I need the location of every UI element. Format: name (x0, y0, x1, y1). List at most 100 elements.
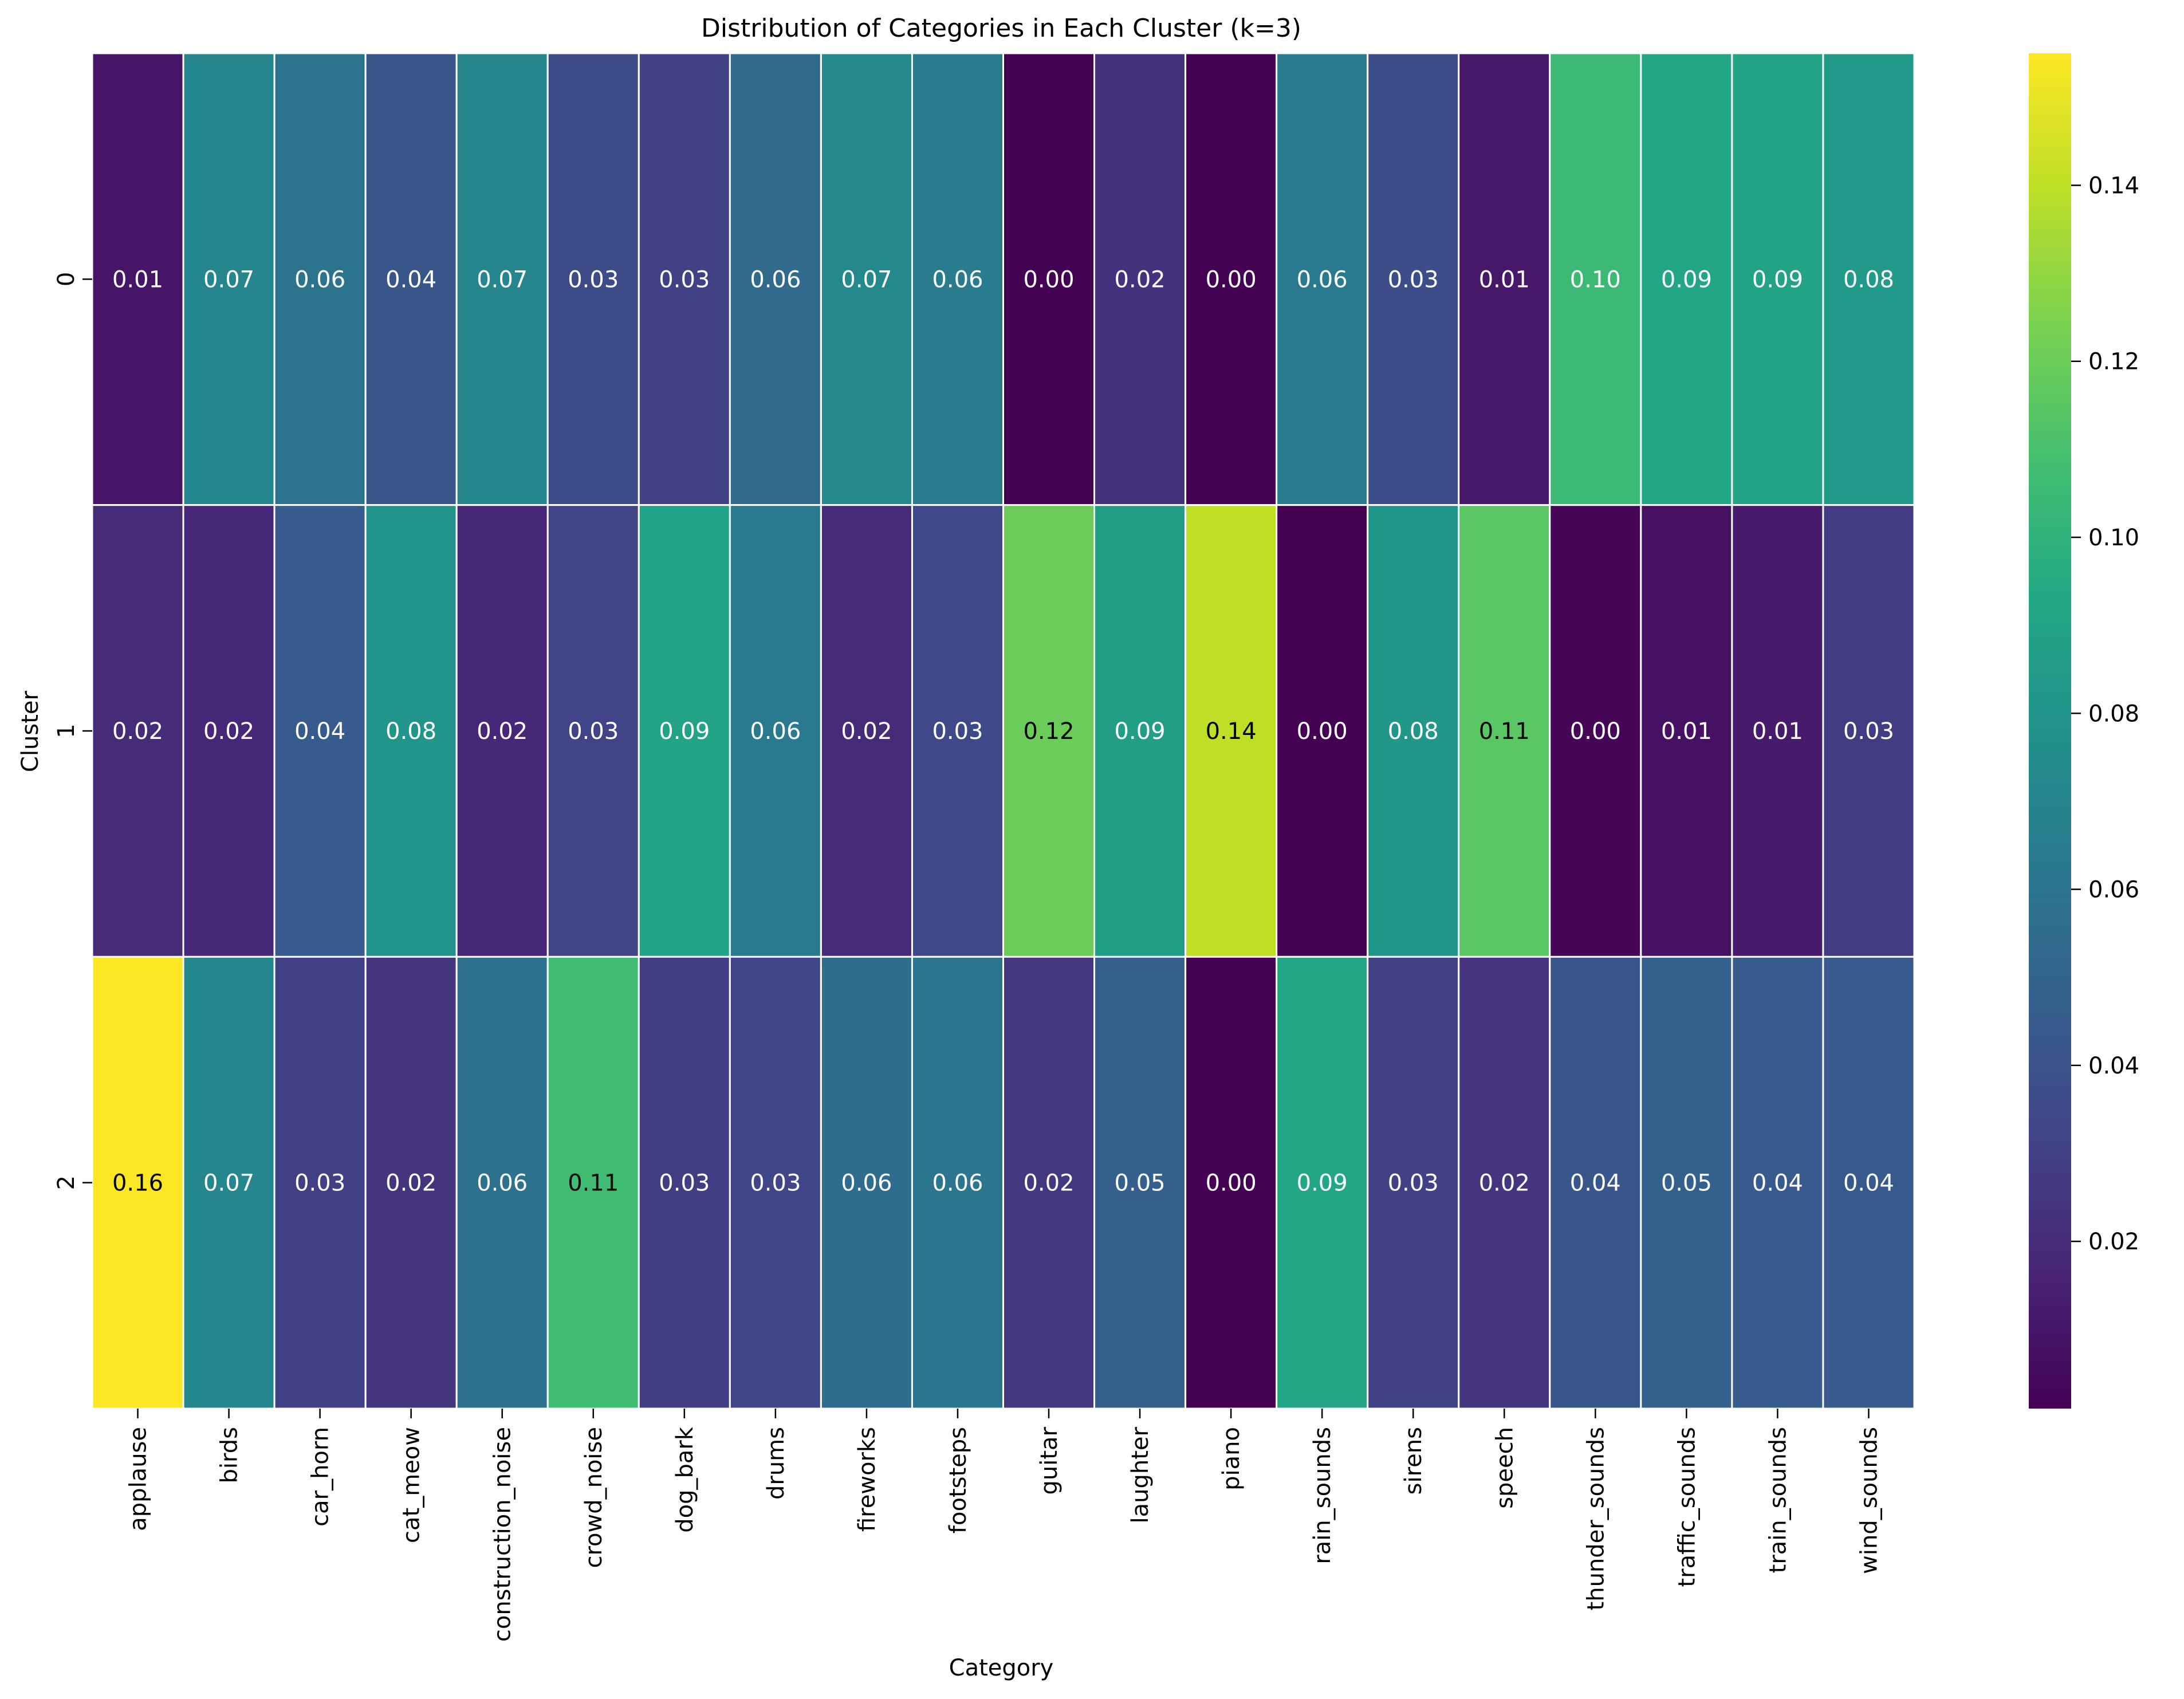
heatmap-cell (1276, 52, 1369, 506)
heatmap-cell (1731, 52, 1824, 506)
heatmap-cell (1276, 955, 1369, 1410)
cell-value-label: 0.00 (1570, 718, 1621, 745)
heatmap-cell (273, 52, 367, 506)
cell-value-label: 0.06 (841, 1170, 892, 1197)
heatmap-cell (455, 52, 549, 506)
cell-value-label: 0.03 (1388, 1170, 1439, 1197)
x-tick-label: footsteps (945, 1427, 971, 1533)
chart-title: Distribution of Categories in Each Clust… (701, 14, 1301, 43)
x-tick-label: crowd_noise (581, 1427, 607, 1568)
cell-value-label: 0.07 (841, 266, 892, 293)
y-tick-label: 1 (53, 723, 80, 738)
heatmap-cell (182, 504, 276, 958)
cell-value-label: 0.06 (932, 1170, 983, 1197)
colorbar-tick-label: 0.08 (2088, 701, 2139, 727)
x-axis-title: Category (949, 1655, 1054, 1681)
x-tick-label: applause (125, 1427, 152, 1531)
y-tick-label: 2 (53, 1175, 80, 1190)
heatmap-cell (729, 955, 822, 1410)
cell-value-label: 0.14 (1206, 718, 1257, 745)
x-tick-label: dog_bark (672, 1426, 698, 1533)
colorbar (2029, 53, 2071, 1409)
cell-value-label: 0.05 (1661, 1170, 1712, 1197)
colorbar-tick-label: 0.12 (2088, 349, 2139, 375)
cell-value-label: 0.08 (385, 718, 436, 745)
heatmap-cell (1185, 52, 1278, 506)
heatmap-cell (91, 504, 184, 958)
colorbar-tick-label: 0.04 (2088, 1053, 2139, 1079)
x-tick-label: drums (763, 1427, 789, 1500)
heatmap-cell (546, 52, 640, 506)
cell-value-label: 0.09 (1115, 718, 1166, 745)
cell-value-label: 0.02 (477, 718, 528, 745)
colorbar-tick-label: 0.14 (2088, 172, 2139, 199)
cell-value-label: 0.00 (1297, 718, 1348, 745)
heatmap-cell (1367, 955, 1460, 1410)
cell-value-label: 0.06 (750, 266, 801, 293)
y-axis: 0 1 2 (53, 272, 92, 1190)
heatmap-cell (729, 52, 822, 506)
x-tick-label: car_horn (308, 1427, 334, 1527)
cell-value-label: 0.11 (568, 1170, 619, 1197)
cell-value-label: 0.03 (1388, 266, 1439, 293)
heatmap-cell (273, 504, 367, 958)
heatmap-cell (91, 52, 184, 506)
cell-value-label: 0.04 (1570, 1170, 1621, 1197)
heatmap-cell (1731, 955, 1824, 1410)
cell-value-label: 0.06 (932, 266, 983, 293)
cell-value-label: 0.02 (112, 718, 163, 745)
cell-value-label: 0.09 (1661, 266, 1712, 293)
cell-value-label: 0.12 (1023, 718, 1074, 745)
cell-value-label: 0.03 (294, 1170, 345, 1197)
heatmap-cell (364, 52, 458, 506)
cell-value-label: 0.02 (1023, 1170, 1074, 1197)
y-tick-label: 0 (53, 272, 80, 286)
cell-value-label: 0.09 (1752, 266, 1803, 293)
heatmap-cell (729, 504, 822, 958)
x-tick-label: construction_noise (490, 1427, 516, 1642)
cell-value-label: 0.02 (841, 718, 892, 745)
x-tick-label: laughter (1127, 1426, 1154, 1523)
heatmap-cell (1002, 955, 1096, 1410)
heatmap-cell (638, 504, 731, 958)
cell-value-label: 0.08 (1388, 718, 1439, 745)
cell-value-label: 0.04 (1752, 1170, 1803, 1197)
heatmap-cell (1185, 955, 1278, 1410)
cell-value-label: 0.07 (203, 266, 254, 293)
cell-value-label: 0.09 (1297, 1170, 1348, 1197)
x-tick-label: sirens (1400, 1427, 1427, 1495)
cell-value-label: 0.02 (385, 1170, 436, 1197)
heatmap-cell (911, 52, 1004, 506)
heatmap-cell (1640, 52, 1733, 506)
cell-value-label: 0.01 (1752, 718, 1803, 745)
cell-value-label: 0.03 (568, 266, 619, 293)
cell-value-label: 0.03 (932, 718, 983, 745)
x-tick-label: traffic_sounds (1674, 1427, 1700, 1587)
cell-value-label: 0.06 (1297, 266, 1348, 293)
cell-value-label: 0.06 (294, 266, 345, 293)
cell-value-label: 0.05 (1115, 1170, 1166, 1197)
heatmap-cell (638, 955, 731, 1410)
heatmap-cell (1367, 504, 1460, 958)
cell-value-label: 0.04 (1843, 1170, 1894, 1197)
cell-value-label: 0.01 (112, 266, 163, 293)
heatmap-cell (182, 955, 276, 1410)
colorbar-tick-label: 0.06 (2088, 877, 2139, 903)
heatmap-cell (1731, 504, 1824, 958)
heatmap-cell (820, 955, 913, 1410)
x-tick-label: rain_sounds (1309, 1427, 1336, 1564)
cell-value-label: 0.08 (1843, 266, 1894, 293)
heatmap-cell (1640, 504, 1733, 958)
heatmap-annotations: 0.01 0.07 0.06 0.04 0.07 0.03 0.03 0.06 0.07 0.06… (112, 266, 1894, 1196)
heatmap-cells (91, 52, 1915, 1410)
heatmap-cell (1549, 504, 1642, 958)
cell-value-label: 0.04 (294, 718, 345, 745)
cell-value-label: 0.07 (477, 266, 528, 293)
y-axis-title: Cluster (17, 690, 44, 772)
cell-value-label: 0.02 (1479, 1170, 1530, 1197)
heatmap-cell (1549, 52, 1642, 506)
heatmap-cell (1458, 504, 1551, 958)
colorbar-ticks: 0.02 0.04 0.06 0.08 0.10 0.12 0.14 (2071, 172, 2139, 1255)
x-tick-label: speech (1492, 1427, 1518, 1509)
